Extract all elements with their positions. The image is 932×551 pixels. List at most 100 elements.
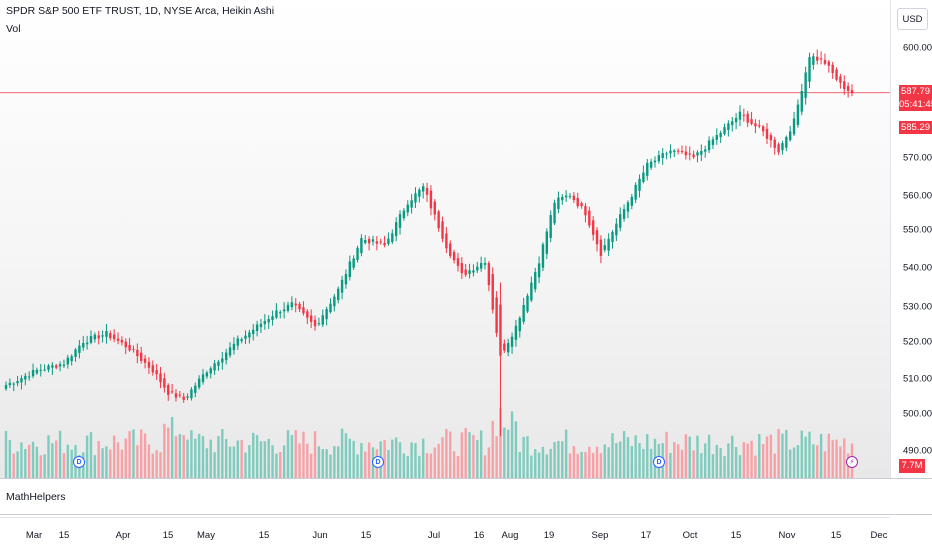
volume-bar [101,448,104,478]
time-tick-label: Dec [870,530,888,541]
dividend-marker-icon[interactable]: D [73,456,85,468]
volume-bar [263,441,267,478]
pane-divider[interactable] [0,478,932,479]
volume-bar [259,441,263,478]
volume-bar [769,434,773,478]
volume-bar [773,453,776,478]
candle-body [746,113,749,123]
indicator-label[interactable]: MathHelpers [6,491,66,503]
volume-bar [518,451,521,478]
candle-body [445,233,448,249]
volume-bar [8,440,12,478]
volume-bar [418,455,421,478]
volume-bar [116,442,120,478]
price-tick-label: 560.00 [903,190,932,202]
volume-bar [313,431,317,478]
candle-body [646,162,649,176]
candle-body [653,160,657,163]
volume-bar [387,449,390,478]
volume-bar [642,448,645,478]
volume-bar [4,430,8,478]
volume-bar [109,449,112,478]
time-tick-label: Apr [115,530,131,541]
volume-bar [356,454,359,478]
volume-bar [541,446,545,478]
earnings-marker-icon[interactable]: ⚡ [846,456,858,468]
candle-body [603,245,606,251]
indicator-pane[interactable]: MathHelpers [0,480,890,513]
volume-bar [750,440,753,478]
price-tick-label: 540.00 [903,262,932,274]
time-tick-label: Jun [312,530,328,541]
candle-body [711,139,715,145]
candle-body [186,396,189,398]
volume-bar [626,437,630,478]
candle-body [483,263,487,265]
candle-body [213,363,216,371]
candle-body [279,312,282,314]
candle-body [236,338,239,346]
volume-bar [167,427,170,478]
symbol-legend[interactable]: SPDR S&P 500 ETF TRUST, 1D, NYSE Arca, H… [6,5,275,17]
candle-body [526,295,529,312]
time-axis[interactable]: Mar 15 Apr 15 May 15 Jun 15 Jul 16 Aug 19 Sep 17 Oct 15… [0,517,890,551]
price-tick-label: 500.00 [903,408,932,420]
volume-bar [155,450,158,478]
volume-bar [711,454,715,478]
candle-body [35,369,39,374]
volume-bar [707,434,711,478]
volume-bar [309,453,313,478]
candle-body [456,258,460,266]
candle-body [43,369,46,371]
candle-body [275,310,278,318]
candle-body [271,316,274,320]
volume-bar [619,441,622,478]
volume-bar [182,435,185,478]
volume-bar [178,434,182,478]
volume-bar [715,444,718,478]
volume-bar [499,408,502,478]
volume-bar [124,438,127,478]
candlestick-chart[interactable] [0,0,890,478]
candle-body [167,385,170,395]
volume-bar [236,440,239,478]
candle-body [402,210,406,219]
volume-bar [244,452,247,478]
volume-legend[interactable]: Vol [6,23,21,35]
time-tick-label: Oct [682,530,698,541]
candle-body [205,372,209,377]
volume-bar [344,433,348,478]
volume-bar [506,429,510,478]
volume-value-label: 7.7M [899,459,925,473]
candle-body [522,305,525,322]
candle-body [572,195,576,200]
volume-bar [410,442,413,478]
volume-bar [588,446,591,478]
candle-body [51,365,54,368]
currency-button[interactable]: USD [897,8,928,30]
candle-body [595,230,599,245]
volume-bar [333,446,336,478]
price-axis[interactable] [890,0,932,478]
volume-bar [252,432,255,478]
volume-bar [213,452,216,478]
main-chart-pane[interactable]: SPDR S&P 500 ETF TRUST, 1D, NYSE Arca, H… [0,0,890,478]
volume-bar [224,438,228,478]
candle-body [317,323,321,325]
candle-body [321,315,324,325]
volume-bar [228,446,232,478]
time-tick-label: 15 [360,530,372,541]
candle-body [290,302,294,308]
dividend-marker-icon[interactable]: D [372,456,384,468]
volume-bar [665,431,668,478]
volume-bar [738,455,742,478]
volume-bar [758,433,761,478]
dividend-marker-icon[interactable]: D [653,456,665,468]
time-tick-label: Aug [501,530,519,541]
candle-body [553,202,556,224]
volume-bar [437,443,440,478]
candle-body [649,161,653,168]
candle-body [398,214,402,228]
candle-body [468,270,471,274]
pane-divider-bottom [0,514,932,515]
